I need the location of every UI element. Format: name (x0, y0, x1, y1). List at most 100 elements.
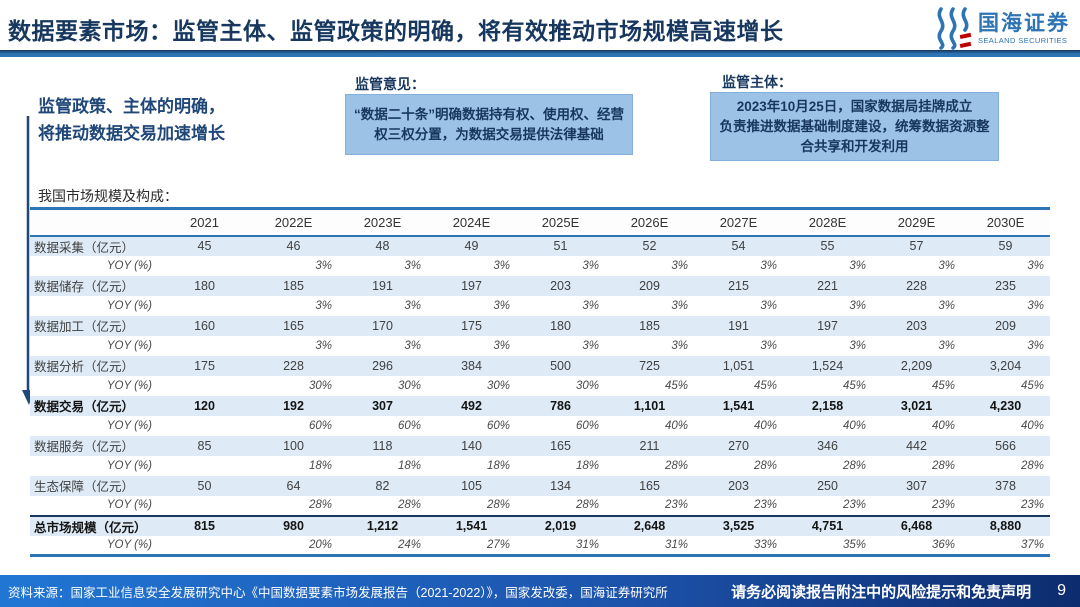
table-row: YOY (%) 20% 24% 27% 31% 31% 33% 35% 36% 37% (30, 535, 1050, 556)
table-cell: 1,541 (694, 395, 783, 416)
table-cell: 4,751 (783, 514, 872, 536)
table-cell: 120 (160, 395, 249, 416)
table-cell: 442 (872, 435, 961, 456)
table-cell: 2,648 (605, 514, 694, 536)
table-cell: 36% (872, 535, 961, 556)
market-table-body: 数据采集（亿元） 45 46 48 49 51 52 54 55 57 59 YOY (%) 3% 3% 3… (30, 235, 1050, 556)
table-cell: 209 (961, 315, 1050, 336)
title-divider (0, 50, 1080, 57)
table-cell: 980 (249, 514, 338, 536)
table-cell: 228 (249, 355, 338, 376)
table-cell: 192 (249, 395, 338, 416)
table-cell: 82 (338, 475, 427, 496)
table-cell: 3% (783, 295, 872, 316)
table-cell: 49 (427, 235, 516, 256)
table-cell: 1,051 (694, 355, 783, 376)
table-row: 数据服务（亿元） 85 100 118 140 165 211 270 346 442 566 (30, 435, 1050, 456)
row-label-cell: 总市场规模（亿元） (30, 514, 160, 536)
table-row: 总市场规模（亿元） 815 980 1,212 1,541 2,019 2,648 3,525… (30, 514, 1050, 536)
table-row: YOY (%) 3% 3% 3% 3% 3% 3% 3% 3% 3% (30, 335, 1050, 356)
table-cell: 175 (427, 315, 516, 336)
table-cell: 105 (427, 475, 516, 496)
table-cell: 170 (338, 315, 427, 336)
table-cell: 28% (872, 455, 961, 476)
table-cell: 4,230 (961, 395, 1050, 416)
table-cell: 500 (516, 355, 605, 376)
table-cell: 46 (249, 235, 338, 256)
table-cell: 492 (427, 395, 516, 416)
table-cell: 3% (783, 255, 872, 276)
table-cell: 28% (249, 495, 338, 516)
table-cell: 85 (160, 435, 249, 456)
subject-text-line1: 2023年10月25日，国家数据局挂牌成立 (736, 98, 973, 114)
table-cell: 8,880 (961, 514, 1050, 536)
table-cell: 3% (249, 295, 338, 316)
table-cell: 221 (783, 275, 872, 296)
table-cell: 215 (694, 275, 783, 296)
table-cell: 54 (694, 235, 783, 256)
table-cell: 3% (338, 255, 427, 276)
table-cell: 160 (160, 315, 249, 336)
opinion-box: “数据二十条”明确数据持有权、使用权、经营权三权分置，为数据交易提供法律基础 (345, 94, 633, 155)
table-row: YOY (%) 30% 30% 30% 30% 45% 45% 45% 45% 45% (30, 375, 1050, 396)
table-cell: 60% (516, 415, 605, 436)
table-cell (160, 455, 249, 476)
table-cell: 3% (605, 335, 694, 356)
year-column-header: 2028E (783, 208, 872, 237)
table-cell: 30% (516, 375, 605, 396)
table-cell: 60% (427, 415, 516, 436)
row-label-cell: YOY (%) (30, 535, 160, 556)
table-cell: 45% (694, 375, 783, 396)
table-cell: 6,468 (872, 514, 961, 536)
table-cell: 134 (516, 475, 605, 496)
table-cell: 28% (961, 455, 1050, 476)
table-cell: 165 (249, 315, 338, 336)
table-cell: 203 (872, 315, 961, 336)
table-cell: 45 (160, 235, 249, 256)
table-row: YOY (%) 18% 18% 18% 18% 28% 28% 28% 28% 28% (30, 455, 1050, 476)
left-note-line1: 监管政策、主体的明确， (38, 97, 225, 116)
table-cell: 18% (427, 455, 516, 476)
page-number: 9 (1057, 582, 1066, 599)
table-cell: 3% (961, 335, 1050, 356)
table-cell: 33% (694, 535, 783, 556)
table-cell: 28% (427, 495, 516, 516)
table-cell: 191 (694, 315, 783, 336)
table-cell: 3% (694, 255, 783, 276)
logo-text: 国海证券 SEALAND SECURITIES (978, 12, 1070, 45)
table-cell: 815 (160, 514, 249, 536)
subject-box: 2023年10月25日，国家数据局挂牌成立 负责推进数据基础制度建设，统筹数据资… (710, 92, 999, 161)
table-cell: 175 (160, 355, 249, 376)
subject-text-line2: 负责推进数据基础制度建设，统筹数据资源整合共享和开发利用 (719, 118, 990, 154)
table-cell: 3,525 (694, 514, 783, 536)
left-note: 监管政策、主体的明确， 将推动数据交易加速增长 (38, 93, 225, 147)
table-cell: 1,524 (783, 355, 872, 376)
table-cell: 3% (516, 335, 605, 356)
table-cell: 3% (872, 255, 961, 276)
table-cell (160, 255, 249, 276)
table-cell: 1,212 (338, 514, 427, 536)
table-cell (160, 415, 249, 436)
table-cell: 3% (249, 255, 338, 276)
table-cell: 48 (338, 235, 427, 256)
company-logo: 国海证券 SEALAND SECURITIES (934, 6, 1070, 50)
row-label-cell: 生态保障（亿元） (30, 475, 160, 496)
table-cell: 3% (694, 335, 783, 356)
row-label-cell: YOY (%) (30, 415, 160, 436)
table-cell: 3% (872, 335, 961, 356)
table-cell: 60% (249, 415, 338, 436)
disclaimer-text: 请务必阅读报告附注中的风险提示和免责声明 (731, 583, 1032, 601)
table-cell: 37% (961, 535, 1050, 556)
table-row: 数据交易（亿元） 120 192 307 492 786 1,101 1,541 2,158 3,… (30, 395, 1050, 416)
table-cell: 378 (961, 475, 1050, 496)
opinion-text: “数据二十条”明确数据持有权、使用权、经营权三权分置，为数据交易提供法律基础 (354, 106, 624, 142)
table-cell: 197 (427, 275, 516, 296)
table-cell: 35% (783, 535, 872, 556)
table-cell: 3% (338, 295, 427, 316)
table-cell: 50 (160, 475, 249, 496)
table-cell: 60% (338, 415, 427, 436)
table-cell: 725 (605, 355, 694, 376)
table-cell: 165 (605, 475, 694, 496)
opinion-label: 监管意见： (355, 76, 425, 92)
